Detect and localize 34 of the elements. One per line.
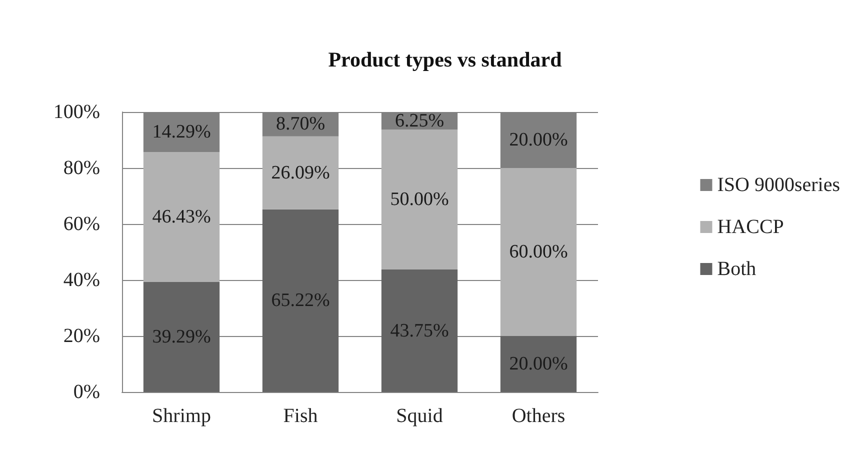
data-label: 60.00% — [509, 242, 568, 262]
x-tick-label: Fish — [283, 405, 318, 427]
data-label: 6.25% — [394, 110, 444, 132]
data-label: 65.22% — [271, 290, 330, 312]
legend-label: ISO 9000series — [717, 174, 840, 196]
y-tick-label: 0% — [73, 381, 100, 403]
data-label: 14.29% — [152, 121, 211, 142]
y-tick-label: 20% — [63, 325, 100, 347]
y-tick-label: 40% — [63, 269, 100, 291]
bar — [262, 136, 339, 210]
data-label: 43.75% — [390, 320, 449, 342]
bar — [262, 209, 339, 392]
data-label: 8.70% — [276, 114, 326, 135]
y-tick-label: 60% — [63, 213, 100, 235]
x-tick-label: Squid — [396, 405, 443, 427]
y-tick-label: 80% — [63, 157, 100, 179]
data-label: 26.09% — [271, 162, 330, 184]
data-label: 50.00% — [390, 189, 449, 210]
legend-label: HACCP — [717, 216, 784, 238]
data-label: 20.00% — [509, 130, 568, 150]
bar — [143, 152, 220, 282]
bar — [500, 168, 577, 336]
bar — [381, 270, 458, 392]
data-label: 39.29% — [152, 326, 211, 348]
data-label: 46.43% — [152, 206, 211, 228]
legend-label: Both — [717, 258, 756, 280]
data-label: 20.00% — [509, 354, 568, 374]
chart-title: Product types vs standard — [328, 48, 562, 72]
x-tick-label: Shrimp — [152, 405, 211, 427]
bar — [500, 336, 577, 392]
bar — [143, 282, 220, 392]
x-tick-label: Others — [512, 405, 566, 427]
bar — [381, 130, 458, 270]
y-tick-label: 100% — [53, 101, 100, 123]
